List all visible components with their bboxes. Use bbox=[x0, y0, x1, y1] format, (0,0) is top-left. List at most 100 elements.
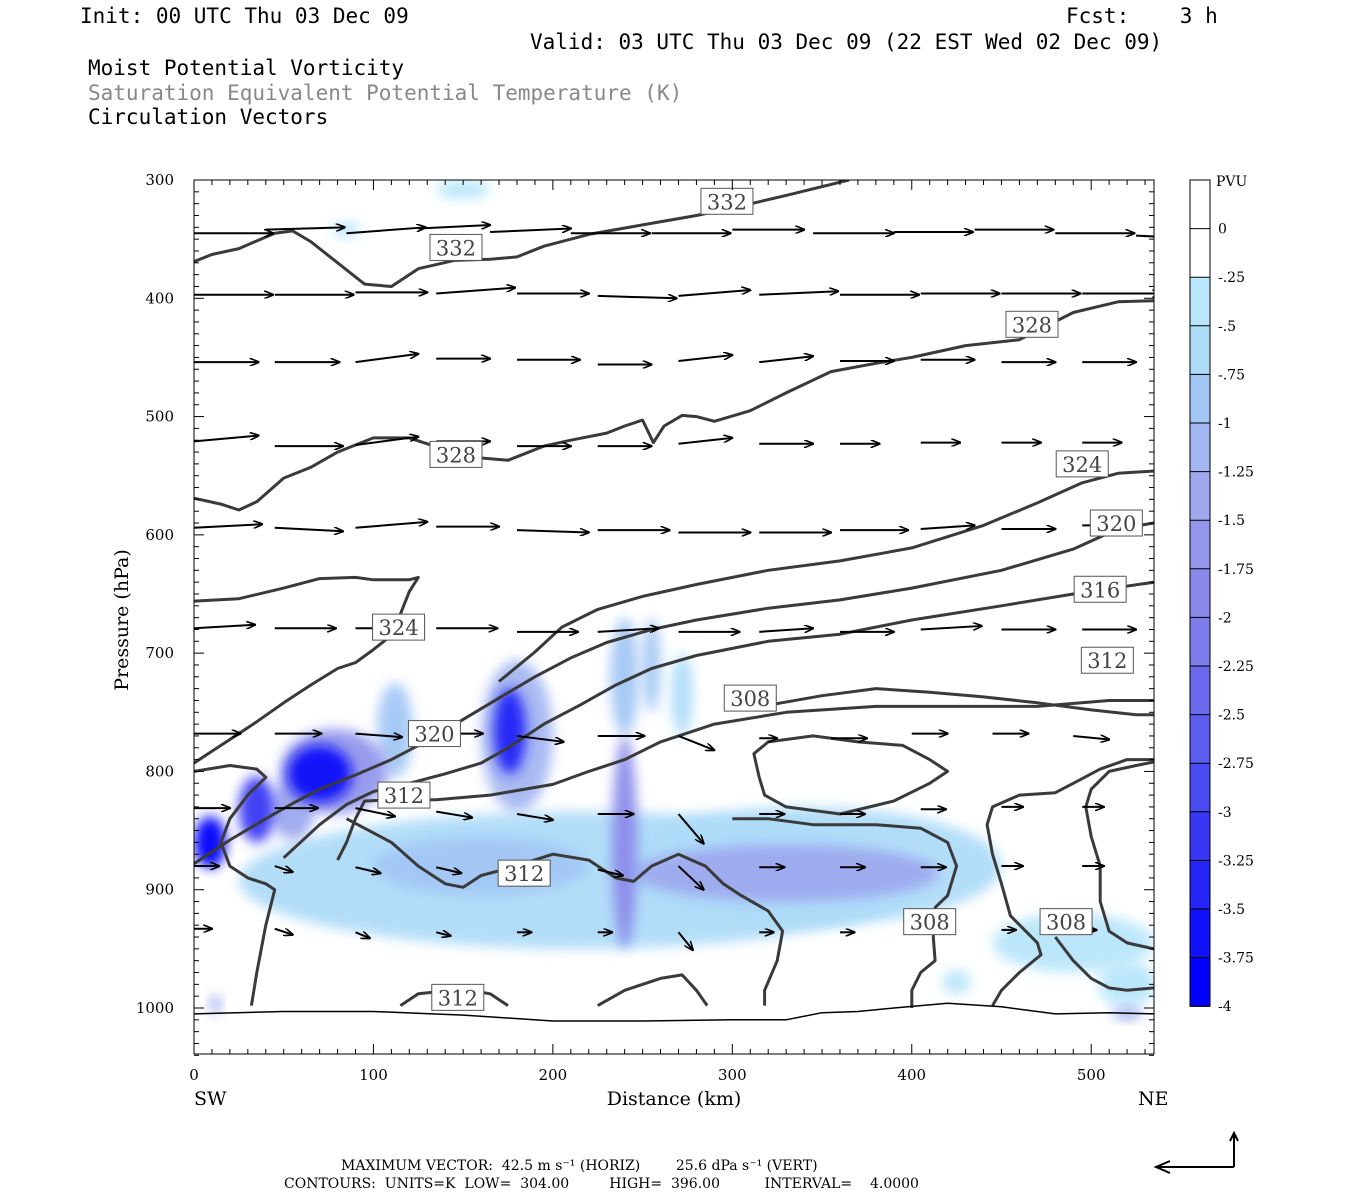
x-tick-label: 300 bbox=[718, 1066, 747, 1084]
pv-blob bbox=[642, 617, 661, 713]
contour-label: 320 bbox=[1089, 509, 1143, 537]
field-title-mpv: Moist Potential Vorticity bbox=[88, 56, 405, 80]
colorbar-label: -.5 bbox=[1218, 319, 1236, 335]
x-end-label-ne: NE bbox=[1138, 1088, 1169, 1110]
circulation-vector bbox=[355, 522, 427, 529]
circulation-vector bbox=[759, 291, 838, 296]
pv-shading bbox=[194, 180, 1154, 1020]
colorbar-label: -3.25 bbox=[1218, 853, 1254, 869]
colorbar-swatch bbox=[1190, 811, 1210, 861]
colorbar-label: -2.5 bbox=[1218, 708, 1245, 724]
colorbar-label: -4 bbox=[1218, 999, 1232, 1015]
theta-es-contour-328 bbox=[194, 299, 1154, 512]
contour-label-box bbox=[1005, 310, 1059, 338]
contour-label-text: 316 bbox=[1080, 578, 1120, 602]
theta-es-contour-308 bbox=[1054, 936, 1154, 992]
circulation-vectors bbox=[194, 225, 1154, 950]
y-axis-label: Pressure (hPa) bbox=[111, 549, 133, 691]
circulation-vector bbox=[355, 437, 418, 446]
x-end-label-sw: SW bbox=[194, 1088, 227, 1110]
pv-blob bbox=[210, 994, 221, 1014]
theta-es-contour-308 bbox=[752, 734, 950, 816]
circulation-vector bbox=[678, 355, 732, 362]
pv-blob bbox=[287, 745, 352, 803]
contour-label: 328 bbox=[1005, 310, 1059, 338]
colorbar-label: -1 bbox=[1218, 416, 1232, 432]
circulation-vector bbox=[490, 228, 571, 234]
contour-label-box bbox=[497, 859, 551, 887]
colorbar-label: 0 bbox=[1218, 222, 1227, 238]
contour-label-text: 332 bbox=[707, 190, 747, 214]
circulation-vector bbox=[436, 288, 515, 295]
colorbar-label: -1.75 bbox=[1218, 562, 1254, 578]
x-tick-label: 100 bbox=[359, 1066, 388, 1084]
init-time: Init: 00 UTC Thu 03 Dec 09 bbox=[80, 4, 409, 28]
contour-label: 312 bbox=[1080, 646, 1134, 674]
y-tick-label: 600 bbox=[145, 526, 174, 544]
pv-blob bbox=[612, 735, 638, 949]
circulation-vector bbox=[194, 524, 262, 529]
contour-label: 316 bbox=[1073, 575, 1127, 603]
x-tick-label: 200 bbox=[539, 1066, 568, 1084]
circulation-vector bbox=[677, 865, 703, 890]
pv-blob bbox=[436, 180, 491, 199]
colorbar-swatch bbox=[1190, 763, 1210, 813]
circulation-vector bbox=[346, 227, 426, 235]
contour-label: 308 bbox=[723, 684, 777, 712]
circulation-vector bbox=[194, 435, 259, 443]
reference-vector-icon bbox=[1153, 1130, 1239, 1174]
contour-label-text: 308 bbox=[1046, 911, 1086, 935]
circulation-vector bbox=[194, 625, 255, 630]
x-tick-label: 400 bbox=[897, 1066, 926, 1084]
contour-label: 308 bbox=[1039, 908, 1093, 936]
colorbar-label: -3.75 bbox=[1218, 951, 1254, 967]
pv-blob bbox=[633, 844, 939, 902]
contour-label: 320 bbox=[407, 720, 461, 748]
contour-label-text: 308 bbox=[910, 911, 950, 935]
circulation-vector bbox=[355, 354, 418, 364]
circulation-vector bbox=[355, 866, 380, 873]
x-tick-label: 0 bbox=[189, 1066, 199, 1084]
contour-label-text: 328 bbox=[1012, 313, 1052, 337]
circulation-vector bbox=[678, 735, 714, 750]
contour-label-text: 332 bbox=[436, 236, 476, 260]
field-title-vectors: Circulation Vectors bbox=[88, 105, 329, 129]
contour-label: 324 bbox=[1055, 450, 1109, 478]
y-tick-label: 500 bbox=[145, 408, 174, 426]
x-tick-label: 500 bbox=[1077, 1066, 1106, 1084]
theta-es-contour-312 bbox=[345, 817, 785, 1006]
contour-label: 312 bbox=[497, 859, 551, 887]
circulation-vector bbox=[597, 628, 659, 633]
theta-es-contour-308 bbox=[1084, 760, 1154, 951]
valid-time: Valid: 03 UTC Thu 03 Dec 09 (22 EST Wed … bbox=[530, 30, 1163, 54]
field-title-theta-es: Saturation Equivalent Potential Temperat… bbox=[88, 81, 683, 105]
circulation-vector bbox=[1136, 234, 1154, 238]
circulation-vector bbox=[274, 865, 293, 872]
pv-blob bbox=[1098, 960, 1154, 1008]
colorbar-unit: PVU bbox=[1216, 174, 1248, 190]
circulation-vector bbox=[597, 296, 677, 298]
contour-label-box bbox=[1089, 509, 1143, 537]
colorbar-swatch bbox=[1190, 714, 1210, 764]
circulation-vector bbox=[1073, 736, 1109, 740]
y-tick-label: 1000 bbox=[136, 999, 174, 1017]
theta-es-contour-308 bbox=[732, 817, 959, 1008]
contour-label: 324 bbox=[372, 613, 426, 641]
colorbar-swatch bbox=[1190, 568, 1210, 618]
colorbar-swatch bbox=[1190, 374, 1210, 424]
circulation-vector bbox=[597, 868, 623, 876]
colorbar-label: -2 bbox=[1218, 610, 1232, 626]
colorbar-label: -.25 bbox=[1218, 270, 1245, 286]
contour-info-note: CONTOURS: UNITS=K LOW= 304.00 HIGH= 396.… bbox=[284, 1176, 919, 1192]
contour-label-text: 312 bbox=[504, 862, 544, 886]
colorbar-swatch bbox=[1190, 520, 1210, 570]
circulation-vector bbox=[516, 530, 589, 532]
circulation-vector bbox=[418, 225, 490, 230]
colorbar-swatch bbox=[1190, 909, 1210, 959]
circulation-vector bbox=[678, 438, 732, 445]
pv-blob bbox=[194, 816, 227, 869]
pv-blob bbox=[238, 776, 275, 843]
contour-label-box bbox=[1055, 450, 1109, 478]
theta-es-contour-332 bbox=[194, 180, 850, 288]
